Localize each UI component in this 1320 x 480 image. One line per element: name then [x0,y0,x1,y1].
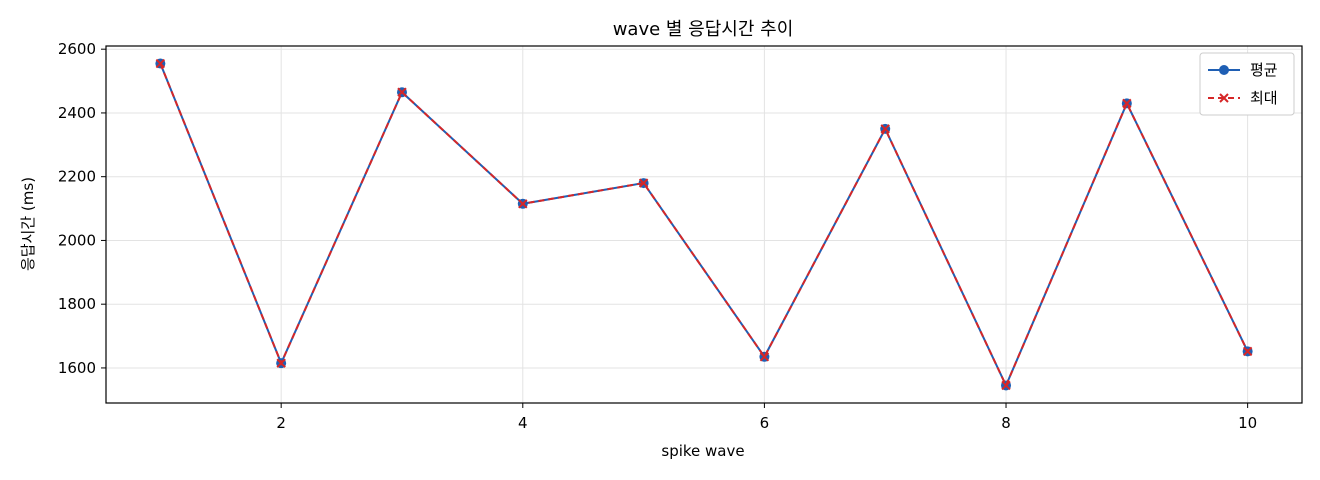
series-2-point [1242,346,1253,357]
series-2-point [155,58,166,69]
grid [106,46,1302,403]
series-line-2 [159,63,1249,388]
x-tick-label: 10 [1238,414,1257,432]
x-axis-title: spike wave [661,442,744,460]
legend-label: 최대 [1250,89,1278,107]
x-marker-stroke [155,58,166,69]
series-2-point [880,124,890,134]
series-line-1 [159,63,1249,388]
y-tick-label: 1600 [58,359,96,377]
legend-box [1199,52,1295,116]
x-marker-stroke [518,199,528,209]
x-tick-label: 6 [760,414,770,432]
y-tick-label: 2200 [58,168,96,186]
series-2-point [518,199,528,209]
series-2-point [1122,98,1132,109]
y-tick-label: 2600 [58,40,96,58]
x-marker-stroke [276,358,286,368]
y-tick-label: 2400 [58,104,96,122]
legend-label: 평균 [1250,61,1278,79]
x-marker-stroke [1122,98,1132,109]
legend-marker [1219,93,1229,103]
chart-title: wave 별 응답시간 추이 [613,19,794,40]
y-tick-label: 2000 [58,231,96,249]
legend-marker [1219,65,1229,75]
y-tick-label: 1800 [58,295,96,313]
series-2-point [638,178,649,188]
x-tick-label: 8 [1001,414,1011,432]
x-marker-stroke [1001,380,1011,391]
series-2-point [397,87,407,97]
plot-frame [105,45,1303,404]
x-marker-stroke [880,124,890,134]
series-layer [155,58,1253,391]
x-tick-label: 4 [518,414,528,432]
x-marker-stroke [397,87,407,97]
series-2-point [1001,380,1011,391]
tick-layer: 2 4 6 8 10 1600 1800 2000 2200 2400 2600 [58,40,1257,432]
x-marker-stroke [759,352,770,362]
x-marker-stroke [1242,346,1253,357]
series-2-point [759,352,770,362]
y-axis-title: 응답시간 (ms) [19,177,37,271]
series-2-point [276,358,286,368]
x-marker-stroke [638,178,649,188]
x-tick-label: 2 [276,414,286,432]
